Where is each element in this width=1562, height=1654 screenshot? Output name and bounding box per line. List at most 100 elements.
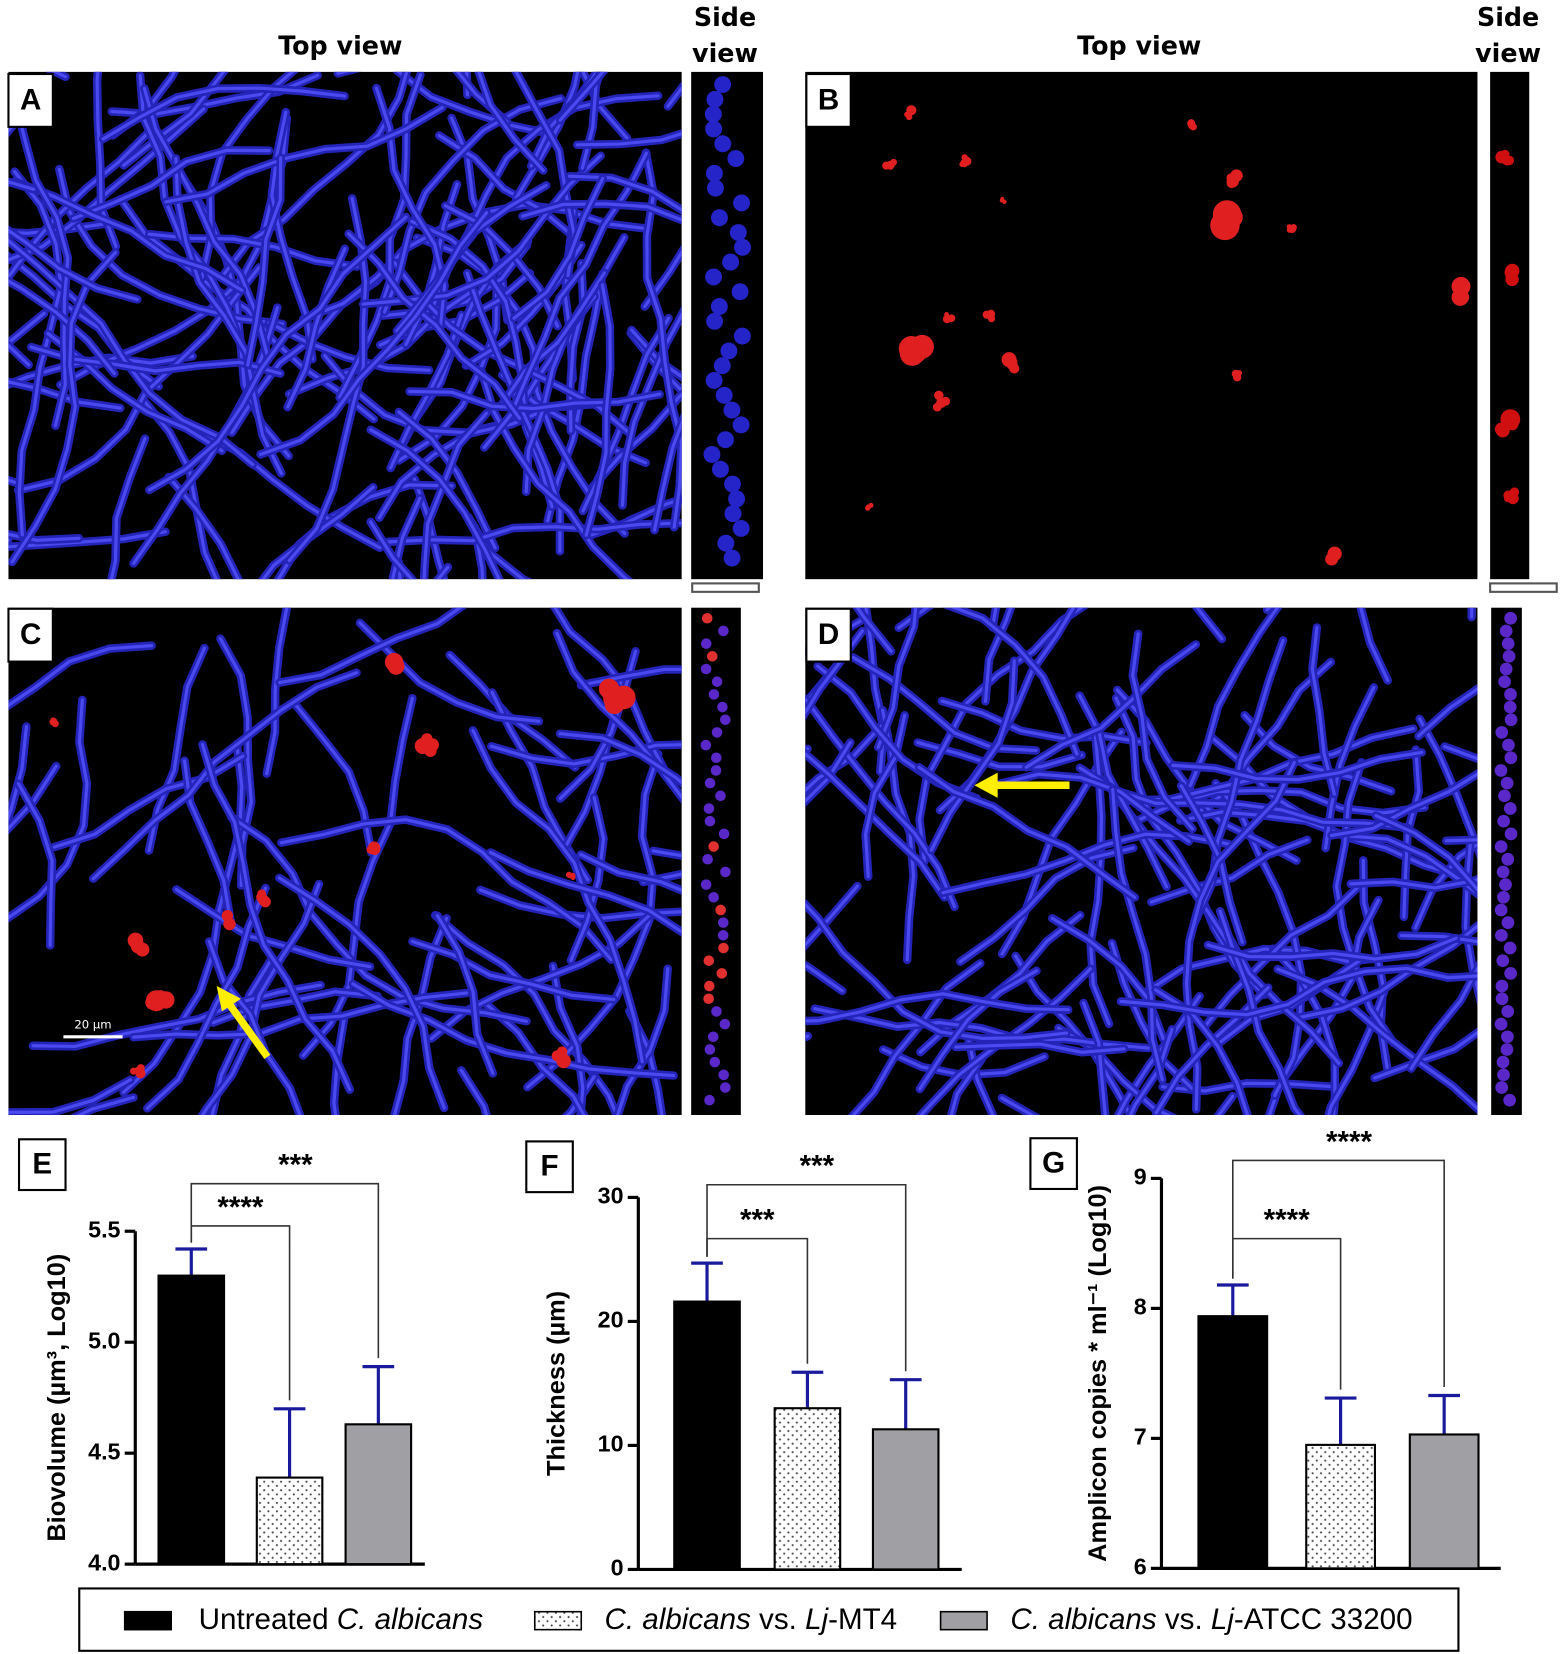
cell [1503, 802, 1517, 815]
cell [711, 676, 723, 687]
cell [1494, 764, 1508, 777]
hypha-highlight [949, 607, 1079, 756]
hypha-highlight [580, 71, 603, 170]
hypha-highlight [8, 311, 46, 346]
y-tick-label: 7 [1134, 1424, 1147, 1450]
cell [704, 1044, 716, 1055]
cell [1501, 1030, 1514, 1044]
cell [727, 150, 745, 168]
cell [391, 654, 402, 665]
hypha-highlight [643, 249, 682, 309]
cell [717, 701, 728, 713]
cell [1495, 928, 1508, 942]
hypha-highlight [949, 1057, 984, 1115]
hypha-highlight [8, 238, 255, 467]
cell [733, 194, 750, 212]
cell [708, 689, 720, 700]
hypha-highlight [616, 967, 670, 1115]
cell [1504, 827, 1518, 841]
cell [722, 253, 740, 271]
hypha-highlight [382, 96, 563, 314]
cell [706, 651, 718, 662]
cell [701, 612, 713, 624]
hypha-highlight [1128, 1027, 1174, 1115]
hypha-highlight [1349, 877, 1478, 890]
hypha-highlight [1206, 936, 1458, 961]
cell [706, 90, 724, 108]
hypha [8, 534, 13, 550]
panel-letter: G [1042, 1146, 1065, 1179]
cell [1501, 916, 1515, 929]
hypha-highlight [101, 86, 347, 141]
cell [717, 930, 729, 941]
cell [716, 968, 728, 979]
hypha-highlight [147, 215, 408, 492]
cell [711, 727, 723, 738]
cell [1501, 852, 1515, 866]
hypha-highlight [12, 179, 244, 292]
hypha-highlight [917, 607, 1085, 864]
hypha-highlight [278, 607, 463, 685]
cell [1327, 546, 1342, 561]
hypha-highlight [51, 71, 68, 79]
cell [1000, 196, 1005, 201]
cell [1232, 372, 1239, 379]
panel-box [17, 1138, 67, 1192]
hypha-highlight [455, 71, 509, 124]
hypha-highlight [627, 1009, 664, 1115]
scale-box [1489, 582, 1558, 593]
cell [1501, 1005, 1515, 1018]
cell [718, 942, 729, 954]
cell [1504, 611, 1517, 625]
side-view-label: Side [694, 2, 756, 32]
bar [1305, 1443, 1376, 1570]
hypha-highlight [200, 71, 295, 280]
hypha-highlight [620, 311, 682, 507]
hypha-highlight [1171, 750, 1424, 782]
cell [1503, 941, 1517, 955]
hypha-highlight [471, 728, 644, 1064]
cell [702, 853, 713, 865]
cell [1494, 903, 1508, 917]
hypha-highlight [579, 667, 682, 687]
cell [731, 283, 749, 301]
hypha-highlight [396, 71, 554, 136]
cell [703, 993, 714, 1005]
cell [886, 160, 895, 170]
y-axis-label: Amplicon copies * ml⁻¹ (Log10) [1084, 1185, 1112, 1562]
cell [704, 105, 722, 123]
hypha-highlight [897, 607, 930, 630]
cell [1500, 1043, 1514, 1056]
legend-text: Lj [805, 1603, 829, 1636]
y-axis-label: Thickness (µm) [543, 1291, 571, 1476]
hypha-highlight [575, 131, 682, 147]
y-tick-label: 10 [598, 1431, 624, 1457]
hypha-highlight [584, 283, 612, 537]
cell [936, 397, 947, 409]
bar [255, 1476, 324, 1566]
hypha-highlight [10, 250, 118, 564]
cell [1002, 199, 1006, 203]
hypha-highlight [805, 902, 1069, 1041]
y-tick-label: 8 [1134, 1294, 1147, 1320]
y-tick-label: 4.0 [88, 1549, 120, 1575]
hypha-highlight [1271, 947, 1337, 1115]
hypha-highlight [174, 887, 372, 969]
y-tick-label: 30 [598, 1183, 624, 1209]
cell [700, 663, 712, 675]
significance-bracket [190, 1182, 380, 1359]
panel-letter: D [818, 618, 839, 651]
hypha-highlight [1144, 947, 1392, 994]
y-tick-label: 20 [598, 1307, 624, 1333]
legend-text: C. albicans [605, 1603, 752, 1636]
hypha-highlight [167, 475, 240, 580]
legend-label: Untreated C. albicans [199, 1603, 484, 1636]
hypha-highlight [1463, 841, 1478, 995]
hypha-highlight [8, 228, 139, 302]
significance-label: *** [800, 1150, 835, 1183]
hypha-highlight [1188, 607, 1280, 788]
cell [136, 1064, 145, 1073]
cell [704, 980, 715, 992]
hypha-highlight [1024, 642, 1198, 769]
hypha-highlight [488, 850, 682, 934]
